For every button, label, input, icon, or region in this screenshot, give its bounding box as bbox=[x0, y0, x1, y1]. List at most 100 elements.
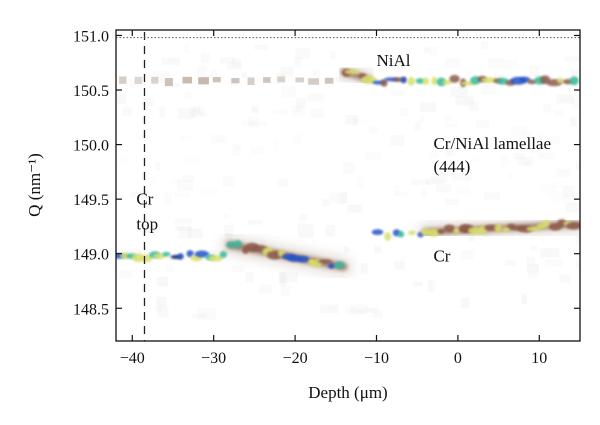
haze-patch bbox=[185, 157, 200, 166]
haze-patch bbox=[575, 234, 580, 245]
haze-patch bbox=[220, 57, 236, 64]
x-axis-title: Depth (μm) bbox=[308, 383, 387, 402]
haze-patch bbox=[259, 284, 272, 294]
ridge-blob bbox=[481, 77, 497, 84]
y-tick-label: 149.5 bbox=[73, 192, 109, 209]
haze-patch bbox=[374, 245, 381, 253]
haze-patch bbox=[556, 168, 571, 177]
haze-patch bbox=[231, 144, 240, 156]
haze-patch bbox=[424, 47, 431, 53]
haze-patch bbox=[373, 310, 383, 318]
haze-patch bbox=[296, 98, 306, 110]
haze-patch bbox=[419, 102, 436, 113]
ridge-blob bbox=[526, 226, 541, 232]
ridge-blob bbox=[443, 224, 456, 233]
annotation-label: top bbox=[136, 215, 158, 234]
haze-patch bbox=[187, 228, 203, 239]
ridge-blob bbox=[219, 250, 228, 259]
haze-patch bbox=[273, 109, 289, 115]
haze-patch bbox=[273, 140, 280, 152]
y-tick-label: 151.0 bbox=[73, 28, 109, 45]
ridge-blob bbox=[497, 77, 509, 85]
haze-patch bbox=[222, 176, 234, 188]
haze-patch bbox=[510, 125, 527, 136]
ridge-dash bbox=[212, 76, 221, 83]
haze-patch bbox=[575, 258, 580, 268]
ridge-dash bbox=[134, 76, 143, 84]
haze-patch bbox=[152, 71, 170, 83]
haze-patch bbox=[470, 157, 484, 163]
haze-patch bbox=[393, 185, 400, 197]
haze-patch bbox=[394, 260, 405, 270]
annotation-label: Cr/NiAl lamellae bbox=[433, 134, 551, 153]
y-tick-label: 148.5 bbox=[73, 301, 109, 318]
ridge-dash bbox=[151, 76, 159, 84]
haze-patch bbox=[412, 281, 423, 287]
ridge-dash bbox=[277, 76, 286, 83]
haze-patch bbox=[553, 110, 564, 116]
haze-patch bbox=[358, 119, 368, 125]
haze-patch bbox=[210, 69, 218, 77]
haze-patch bbox=[251, 107, 259, 114]
ridge-dash bbox=[164, 78, 173, 87]
haze-patch bbox=[468, 101, 479, 111]
haze-patch bbox=[421, 188, 427, 197]
haze-patch bbox=[154, 305, 163, 312]
haze-patch bbox=[444, 198, 459, 205]
haze-patch bbox=[182, 175, 195, 182]
haze-patch bbox=[200, 53, 211, 63]
haze-patch bbox=[281, 286, 291, 297]
haze-patch bbox=[278, 178, 289, 187]
ridge-blob bbox=[437, 229, 445, 234]
haze-patch bbox=[232, 57, 242, 67]
haze-patch bbox=[507, 172, 513, 180]
haze-patch bbox=[241, 72, 247, 78]
haze-patch bbox=[279, 271, 286, 284]
haze-patch bbox=[357, 176, 365, 188]
annotation-label: Cr bbox=[433, 246, 450, 265]
haze-patch bbox=[501, 155, 509, 167]
haze-patch bbox=[320, 304, 339, 314]
haze-patch bbox=[197, 307, 216, 320]
haze-patch bbox=[540, 248, 560, 258]
haze-patch bbox=[528, 272, 537, 279]
haze-patch bbox=[339, 192, 348, 204]
ridge-blob bbox=[566, 222, 580, 230]
haze-patch bbox=[484, 192, 500, 200]
y-tick-label: 150.5 bbox=[73, 83, 109, 100]
haze-patch bbox=[446, 145, 456, 156]
haze-patch bbox=[505, 259, 517, 266]
haze-patch bbox=[227, 62, 242, 70]
haze-patch bbox=[242, 120, 254, 126]
haze-patch bbox=[159, 107, 165, 118]
haze-patch bbox=[200, 189, 219, 195]
haze-patch bbox=[427, 280, 436, 292]
haze-patch bbox=[354, 309, 366, 315]
haze-patch bbox=[291, 105, 302, 112]
haze-patch bbox=[365, 151, 383, 160]
ridge-blob bbox=[328, 263, 335, 269]
ridge-blob bbox=[318, 259, 333, 264]
haze-patch bbox=[311, 69, 321, 78]
ridge-dash bbox=[295, 77, 305, 83]
haze-patch bbox=[429, 152, 439, 159]
haze-patch bbox=[119, 270, 133, 279]
ridge-blob bbox=[436, 77, 447, 87]
x-tick-label: 0 bbox=[454, 350, 462, 367]
ridge-blob bbox=[334, 261, 345, 270]
haze-patch bbox=[425, 177, 445, 185]
haze-patch bbox=[419, 116, 425, 123]
ridge-dash bbox=[119, 76, 127, 84]
ridge-blob bbox=[177, 253, 184, 260]
ridge-blob bbox=[400, 76, 407, 84]
haze-patch bbox=[452, 172, 472, 181]
haze-patch bbox=[329, 51, 337, 60]
haze-patch bbox=[325, 225, 336, 237]
x-tick-label: −40 bbox=[120, 350, 145, 367]
haze-patch bbox=[307, 93, 324, 102]
ridge-blob bbox=[186, 250, 194, 258]
ridge-blob bbox=[296, 255, 310, 263]
ridge-blob bbox=[344, 69, 361, 75]
haze-patch bbox=[193, 105, 201, 113]
ridge-blob bbox=[194, 250, 210, 258]
